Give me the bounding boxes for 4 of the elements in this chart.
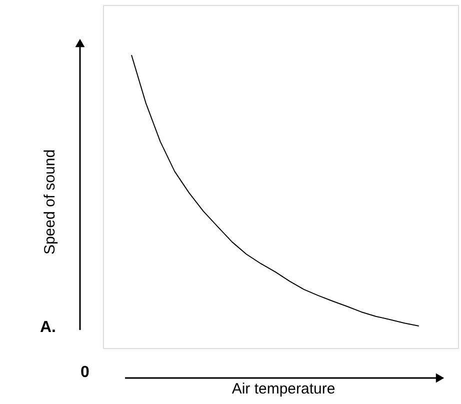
text: 0 bbox=[80, 364, 90, 381]
x-axis-title: Air temperature bbox=[232, 380, 336, 398]
text: A. bbox=[40, 319, 56, 336]
y-axis-title: Speed of sound bbox=[42, 149, 58, 255]
